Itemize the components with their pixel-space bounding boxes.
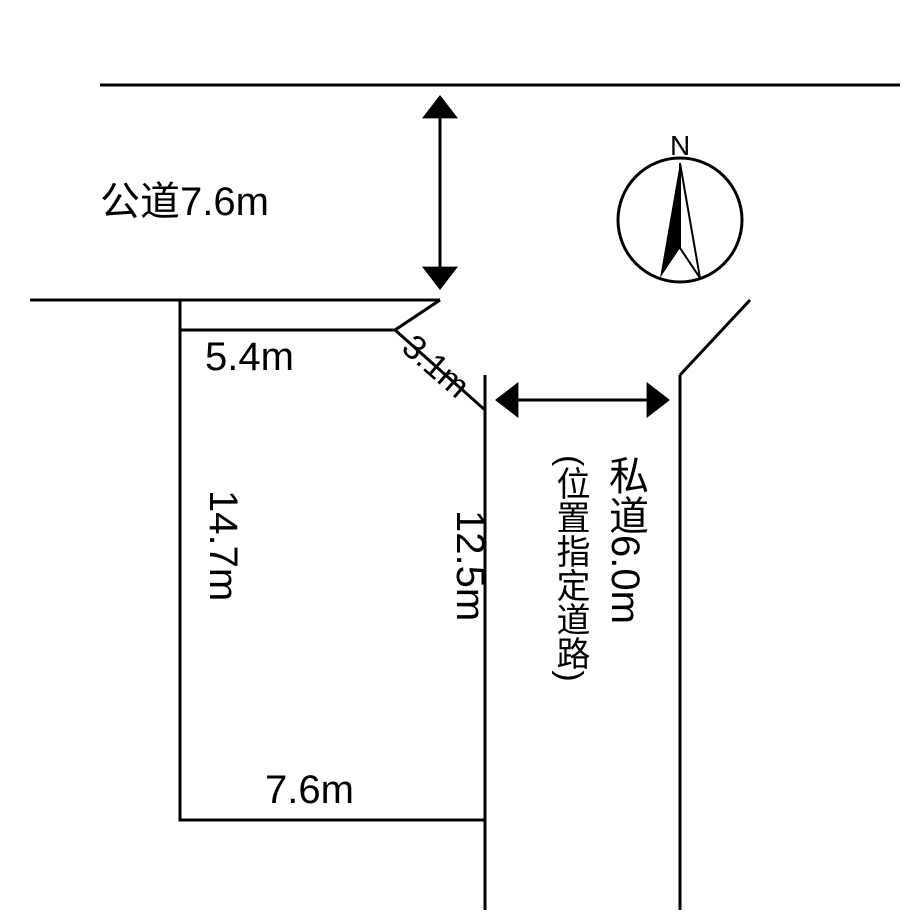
arrow-head-icon: [495, 382, 518, 418]
arrow-head-icon: [647, 382, 670, 418]
private-road-sublabel: (位置指定道路): [551, 455, 589, 682]
lot-side-bottom-label: 7.6m: [265, 768, 354, 812]
arrow-head-icon: [422, 95, 458, 118]
public-road-label: 公道7.6m: [100, 180, 269, 224]
compass-n-label: N: [670, 130, 690, 161]
lot-side-top-label: 5.4m: [205, 335, 294, 379]
arrow-head-icon: [422, 267, 458, 290]
lot-side-right-label: 12.5m: [448, 510, 492, 621]
compass-needle-icon: [660, 163, 680, 278]
lot-side-left-label: 14.7m: [201, 490, 245, 601]
compass-needle-icon: [680, 163, 700, 278]
private-road-label: 私道6.0m: [603, 455, 648, 624]
